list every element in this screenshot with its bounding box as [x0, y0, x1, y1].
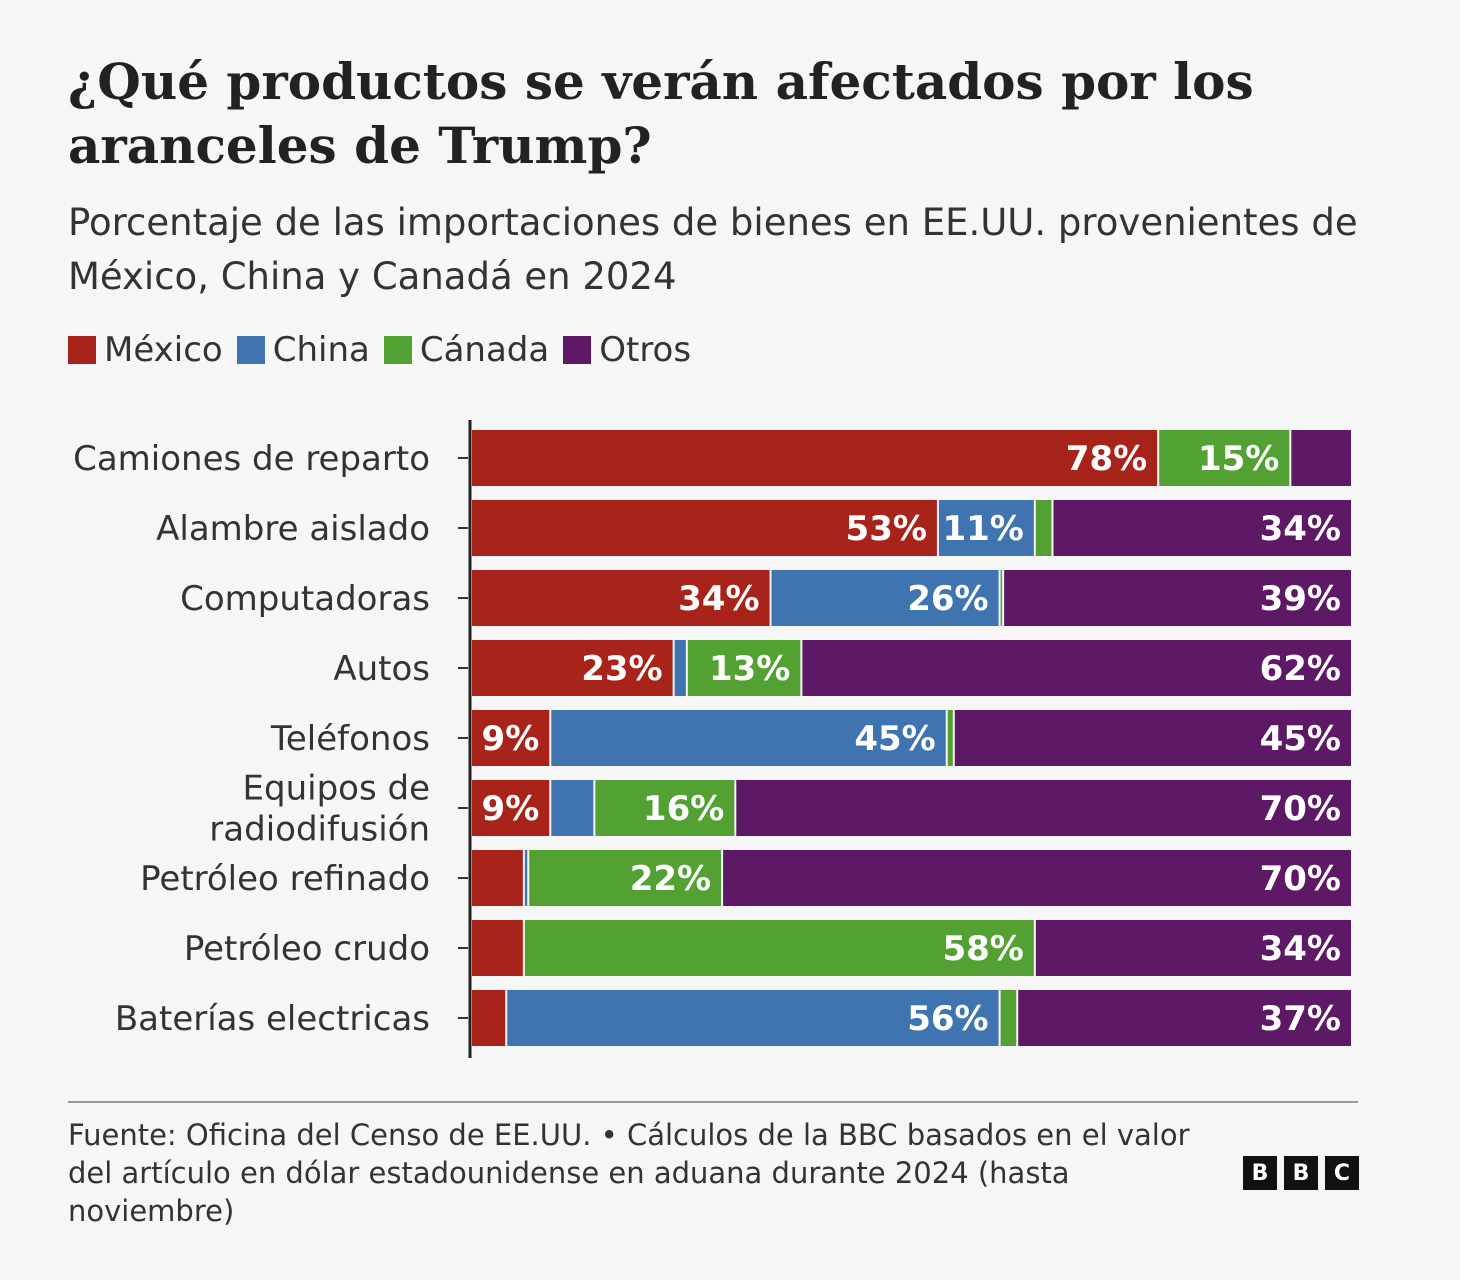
bar-segment-otros: [1291, 430, 1351, 486]
bar-segment-china: [551, 780, 594, 836]
data-label: 34%: [678, 579, 759, 619]
bar-segment-cánada: [529, 850, 722, 906]
data-label: 45%: [1260, 719, 1341, 759]
data-label: 37%: [1260, 999, 1341, 1039]
category-label: Autos: [333, 649, 430, 689]
legend-item-mexico: México: [68, 330, 223, 370]
bar-segment-méxico: [472, 570, 770, 626]
legend-label-otros: Otros: [599, 330, 692, 370]
chart-subtitle: Porcentaje de las importaciones de biene…: [68, 201, 1358, 298]
legend-item-china: China: [236, 330, 370, 370]
data-label: 9%: [482, 789, 540, 829]
bar-segment-méxico: [472, 920, 523, 976]
data-label: 15%: [1198, 439, 1279, 479]
category-label: Baterías electricas: [115, 999, 430, 1039]
category-label: Petróleo crudo: [184, 929, 430, 969]
bar-segment-otros: [1035, 920, 1351, 976]
bar-segment-china: [938, 500, 1034, 556]
category-label: Petróleo refinado: [140, 859, 430, 899]
legend-swatch-otros: [563, 336, 592, 364]
bar-segment-cánada: [687, 640, 801, 696]
data-label: 58%: [942, 929, 1023, 969]
bar-segment-otros: [723, 850, 1351, 906]
bar-segment-china: [524, 850, 528, 906]
data-label: 39%: [1260, 579, 1341, 619]
bar-segment-méxico: [472, 640, 673, 696]
category-label: radiodifusión: [209, 810, 430, 850]
bar-segment-méxico: [472, 780, 550, 836]
data-label: 70%: [1260, 789, 1341, 829]
bar-segment-cánada: [1159, 430, 1290, 486]
bar-segment-méxico: [472, 500, 937, 556]
bar-segment-méxico: [472, 710, 550, 766]
bbc-logo-letter: B: [1243, 1156, 1277, 1190]
legend: México China Cánada Otros: [68, 330, 705, 370]
category-label: Camiones de reparto: [73, 439, 430, 479]
bar-segment-otros: [736, 780, 1351, 836]
data-label: 78%: [1066, 439, 1147, 479]
bar-segment-china: [771, 570, 999, 626]
bar-segment-méxico: [472, 430, 1158, 486]
category-label: Teléfonos: [270, 719, 430, 759]
category-label: Equipos de: [243, 769, 430, 809]
data-label: 56%: [907, 999, 988, 1039]
bar-segment-cánada: [1035, 500, 1052, 556]
bbc-logo-letter: B: [1284, 1156, 1318, 1190]
bar-segment-china: [507, 990, 999, 1046]
chart-title: ¿Qué productos se verán afectados por lo…: [68, 52, 1254, 175]
category-label: Computadoras: [180, 579, 430, 619]
bar-segment-otros: [954, 710, 1351, 766]
bar-segment-cánada: [1000, 570, 1003, 626]
bar-segment-otros: [1053, 500, 1351, 556]
data-label: 26%: [907, 579, 988, 619]
bar-segment-méxico: [472, 990, 506, 1046]
data-label: 45%: [854, 719, 935, 759]
legend-item-otros: Otros: [563, 330, 691, 370]
bar-segment-otros: [1018, 990, 1351, 1046]
data-label: 11%: [942, 509, 1023, 549]
data-label: 53%: [846, 509, 927, 549]
data-label: 70%: [1260, 859, 1341, 899]
data-label: 9%: [482, 719, 540, 759]
source-footnote: Fuente: Oficina del Censo de EE.UU. • Cá…: [68, 1118, 1190, 1228]
data-label: 34%: [1260, 929, 1341, 969]
bar-segment-cánada: [1000, 990, 1017, 1046]
data-label: 13%: [709, 649, 790, 689]
bar-segment-otros: [802, 640, 1351, 696]
bbc-logo-letter: C: [1325, 1156, 1359, 1190]
legend-swatch-mexico: [68, 336, 96, 364]
data-label: 34%: [1260, 509, 1341, 549]
data-label: 16%: [643, 789, 724, 829]
bar-segment-otros: [1004, 570, 1351, 626]
legend-item-canada: Cánada: [383, 330, 550, 370]
legend-label-mexico: México: [104, 330, 223, 370]
bar-segment-cánada: [947, 710, 953, 766]
footer-divider: [68, 1101, 1358, 1103]
data-label: 22%: [630, 859, 711, 899]
legend-label-china: China: [272, 330, 370, 370]
category-label: Alambre aislado: [156, 509, 430, 549]
legend-label-canada: Cánada: [419, 330, 550, 370]
bbc-logo: B B C: [1236, 1156, 1359, 1190]
legend-swatch-canada: [383, 336, 412, 364]
bar-segment-cánada: [524, 920, 1034, 976]
data-label: 23%: [581, 649, 662, 689]
data-label: 62%: [1260, 649, 1341, 689]
bar-segment-china: [674, 640, 686, 696]
stacked-bar-chart: Camiones de reparto 78% 15% Alambre aislado…: [73, 420, 1351, 1058]
legend-swatch-china: [236, 336, 265, 364]
bar-segment-china: [551, 710, 946, 766]
bar-segment-cánada: [595, 780, 735, 836]
bar-segment-méxico: [472, 850, 523, 906]
